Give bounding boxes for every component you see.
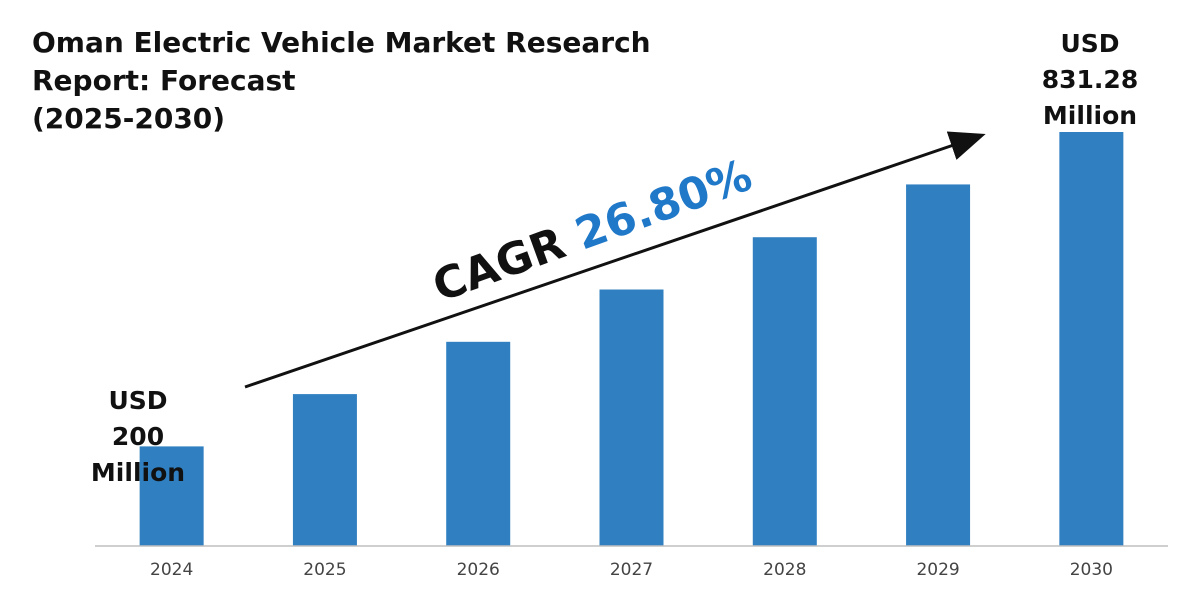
start-callout-line-2: 200 <box>112 422 164 451</box>
tick-label-2030: 2030 <box>1070 560 1113 580</box>
bar-series <box>139 132 1124 546</box>
start-callout-line-1: USD <box>108 386 167 415</box>
start-value-callout: USD 200 Million <box>91 386 185 487</box>
end-value-callout: USD 831.28 Million <box>1042 29 1138 130</box>
bar-2029 <box>906 184 971 546</box>
bar-2027 <box>599 289 664 546</box>
tick-label-2025: 2025 <box>303 560 346 580</box>
tick-label-2028: 2028 <box>763 560 806 580</box>
growth-trend-arrow <box>244 131 986 389</box>
cagr-label: CAGR 26.80% <box>426 150 758 312</box>
end-callout-line-2: 831.28 <box>1042 65 1138 94</box>
bar-2028 <box>752 237 817 546</box>
chart-title: Oman Electric Vehicle Market Research Re… <box>32 26 651 135</box>
bar-2030 <box>1059 132 1124 546</box>
tick-label-2027: 2027 <box>610 560 653 580</box>
tick-label-2024: 2024 <box>150 560 193 580</box>
title-line-2: Report: Forecast <box>32 64 296 97</box>
bar-2026 <box>446 341 511 546</box>
bar-2025 <box>292 394 357 546</box>
tick-label-2029: 2029 <box>916 560 959 580</box>
title-line-3: (2025-2030) <box>32 102 225 135</box>
end-callout-line-3: Million <box>1043 101 1137 130</box>
bar-2024 <box>139 446 204 546</box>
x-axis-tick-labels: 2024 2025 2026 2027 2028 2029 2030 <box>150 560 1113 580</box>
tick-label-2026: 2026 <box>457 560 500 580</box>
title-line-1: Oman Electric Vehicle Market Research <box>32 26 651 59</box>
start-callout-line-3: Million <box>91 458 185 487</box>
end-callout-line-1: USD <box>1060 29 1119 58</box>
